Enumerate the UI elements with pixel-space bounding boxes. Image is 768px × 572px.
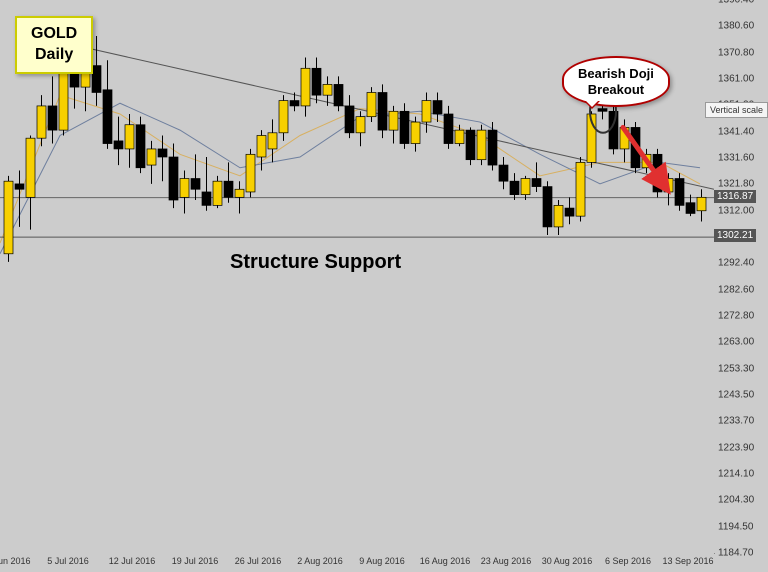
y-tick: 1390.40 <box>718 0 754 6</box>
x-axis: Jun 2016 5 Jul 2016 12 Jul 2016 19 Jul 2016… <box>0 553 714 572</box>
title-box: GOLD Daily <box>15 16 93 74</box>
y-tick: 1282.60 <box>718 284 754 295</box>
y-tick: 1321.80 <box>718 179 754 190</box>
y-tick: 1214.10 <box>718 468 754 479</box>
y-tick: 1361.00 <box>718 74 754 85</box>
x-tick: 19 Jul 2016 <box>172 556 219 566</box>
y-tick: 1184.70 <box>718 548 753 559</box>
vertical-scale-tooltip: Vertical scale <box>705 102 768 118</box>
y-tick: 1253.30 <box>718 363 754 374</box>
price-label: 1302.21 <box>714 229 756 242</box>
y-tick: 1380.60 <box>718 21 754 32</box>
x-tick: 26 Jul 2016 <box>235 556 282 566</box>
x-tick: Jun 2016 <box>0 556 31 566</box>
y-tick: 1243.50 <box>718 389 754 400</box>
y-tick: 1312.00 <box>718 205 754 216</box>
y-tick: 1204.30 <box>718 495 754 506</box>
y-tick: 1331.60 <box>718 153 754 164</box>
x-tick: 23 Aug 2016 <box>481 556 532 566</box>
y-tick: 1223.90 <box>718 442 754 453</box>
x-tick: 9 Aug 2016 <box>359 556 405 566</box>
callout-line2: Breakout <box>578 82 654 98</box>
y-tick: 1370.80 <box>718 47 754 58</box>
title-line2: Daily <box>31 45 77 66</box>
y-tick: 1272.80 <box>718 311 754 322</box>
y-tick: 1341.40 <box>718 126 754 137</box>
chart-container: 1390.401380.601370.801361.001351.201341.… <box>0 0 768 572</box>
title-line1: GOLD <box>31 24 77 45</box>
x-tick: 16 Aug 2016 <box>420 556 471 566</box>
x-tick: 13 Sep 2016 <box>662 556 713 566</box>
x-tick: 30 Aug 2016 <box>542 556 593 566</box>
callout-line1: Bearish Doji <box>578 66 654 82</box>
y-tick: 1263.00 <box>718 337 754 348</box>
x-tick: 12 Jul 2016 <box>109 556 156 566</box>
y-axis: 1390.401380.601370.801361.001351.201341.… <box>714 0 768 553</box>
y-tick: 1194.50 <box>718 521 753 532</box>
x-tick: 6 Sep 2016 <box>605 556 651 566</box>
x-tick: 2 Aug 2016 <box>297 556 343 566</box>
price-label: 1316.87 <box>714 190 756 203</box>
x-tick: 5 Jul 2016 <box>47 556 89 566</box>
structure-support-label: Structure Support <box>230 251 401 274</box>
bearish-callout: Bearish Doji Breakout <box>562 56 670 107</box>
y-tick: 1292.40 <box>718 258 754 269</box>
y-tick: 1233.70 <box>718 416 754 427</box>
